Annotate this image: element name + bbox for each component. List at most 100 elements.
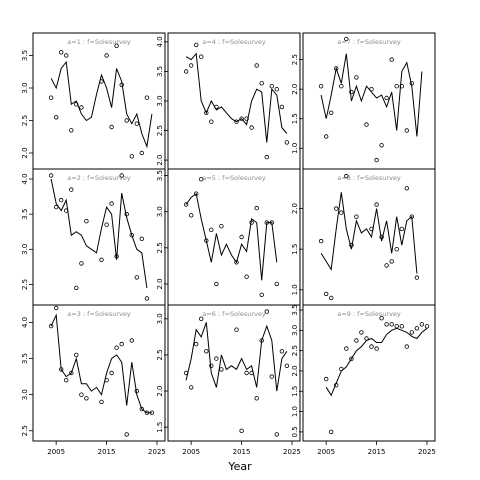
data-point xyxy=(384,95,389,101)
data-point xyxy=(204,349,209,354)
y-tick-label: 2.5 xyxy=(156,242,164,253)
data-point xyxy=(394,324,399,329)
x-tick-label: 2025 xyxy=(148,448,166,456)
data-point xyxy=(239,116,244,121)
data-point xyxy=(254,63,259,68)
data-point xyxy=(324,291,329,297)
data-point xyxy=(114,43,119,48)
data-point xyxy=(104,378,109,383)
y-tick-label: 2.0 xyxy=(291,84,299,95)
data-point xyxy=(244,274,249,279)
data-point xyxy=(324,134,329,139)
data-point xyxy=(48,323,54,329)
data-point xyxy=(249,370,254,376)
y-tick-label: 2.0 xyxy=(156,385,164,396)
data-point xyxy=(254,205,259,211)
data-point xyxy=(394,83,399,89)
data-point xyxy=(144,296,150,301)
data-point xyxy=(114,345,119,350)
data-point xyxy=(414,326,420,331)
data-point xyxy=(354,338,359,343)
data-point xyxy=(399,226,404,232)
data-point xyxy=(259,81,264,86)
data-point xyxy=(124,211,129,217)
x-axis-title: Year xyxy=(227,460,252,473)
data-point xyxy=(124,432,129,437)
data-point xyxy=(214,104,219,110)
data-point xyxy=(389,259,394,264)
y-tick-label: 3.0 xyxy=(156,313,164,324)
data-point xyxy=(404,128,409,133)
data-point xyxy=(354,214,359,219)
data-point xyxy=(399,324,404,329)
data-point xyxy=(249,220,254,225)
data-point xyxy=(119,173,124,178)
data-point xyxy=(119,341,124,347)
panel-8: a=6 : f=Solesurvey 1.5 2.0 2.5 3.0 2005 2015 20… xyxy=(156,304,301,456)
data-point xyxy=(274,432,279,437)
data-point xyxy=(379,316,384,321)
y-tick-label: 2.0 xyxy=(291,203,299,214)
panel-9: a=9 : f=Solesurvey 0.5 1.0 1.5 2.0 2.5 3.0 3.5 2… xyxy=(291,304,436,456)
data-point xyxy=(284,140,290,145)
data-point xyxy=(84,218,89,224)
data-point xyxy=(359,330,364,335)
y-tick-label: 2.5 xyxy=(156,349,164,360)
data-point xyxy=(318,83,324,89)
y-tick-label: 1.5 xyxy=(291,113,299,124)
data-point xyxy=(204,110,209,115)
data-point xyxy=(74,102,79,107)
data-point xyxy=(379,234,384,240)
data-point xyxy=(149,410,155,415)
y-tick-label: 1.5 xyxy=(291,244,299,255)
y-tick-label: 2.0 xyxy=(156,155,164,166)
data-point xyxy=(374,346,379,351)
data-point xyxy=(198,316,204,321)
panel-frame xyxy=(167,304,301,442)
data-point xyxy=(109,201,114,206)
panel-7: a=3 : f=Solesurvey 2.5 3.0 3.5 4.0 2005 2015 20… xyxy=(21,304,166,456)
data-point xyxy=(364,336,369,341)
data-point xyxy=(324,376,329,382)
data-point xyxy=(274,281,279,287)
x-tick-label: 2025 xyxy=(283,448,301,456)
data-point xyxy=(134,121,139,126)
data-point xyxy=(374,202,379,207)
y-tick-label: 2.0 xyxy=(156,278,164,289)
data-point xyxy=(104,53,109,58)
data-point xyxy=(339,210,344,215)
x-tick-label: 2015 xyxy=(233,448,251,456)
data-point xyxy=(339,366,344,372)
series-line xyxy=(185,322,288,392)
panel-title: a=7 : f=Solesurvey xyxy=(337,38,401,46)
panel-frame xyxy=(32,32,166,170)
y-tick-label: 1.5 xyxy=(156,422,164,433)
data-point xyxy=(84,396,89,401)
data-point xyxy=(274,86,279,92)
data-point xyxy=(354,75,359,80)
data-point xyxy=(129,338,134,343)
data-point xyxy=(183,202,189,207)
data-point xyxy=(144,410,150,415)
y-tick-label: 3.0 xyxy=(156,206,164,217)
x-tick-label: 2015 xyxy=(98,448,116,456)
data-point xyxy=(344,36,349,42)
panel-1: a=1 : f=Solesurvey 2.0 2.5 3.0 3.5 xyxy=(21,32,166,170)
data-point xyxy=(404,344,409,349)
y-tick-label: 3.5 xyxy=(156,170,164,181)
data-point xyxy=(69,187,74,192)
data-point xyxy=(104,222,109,227)
data-point xyxy=(349,89,354,95)
series-line xyxy=(50,60,153,149)
data-point xyxy=(259,338,264,343)
data-point xyxy=(139,406,144,412)
data-point xyxy=(99,257,104,262)
data-point xyxy=(279,349,285,354)
data-point xyxy=(188,385,194,390)
data-point xyxy=(114,254,119,259)
data-point xyxy=(59,367,64,372)
panel-6: a=8 : f=Solesurvey 1.0 1.5 2.0 xyxy=(291,168,436,306)
y-tick-label: 2.0 xyxy=(291,365,299,376)
data-point xyxy=(99,79,104,84)
